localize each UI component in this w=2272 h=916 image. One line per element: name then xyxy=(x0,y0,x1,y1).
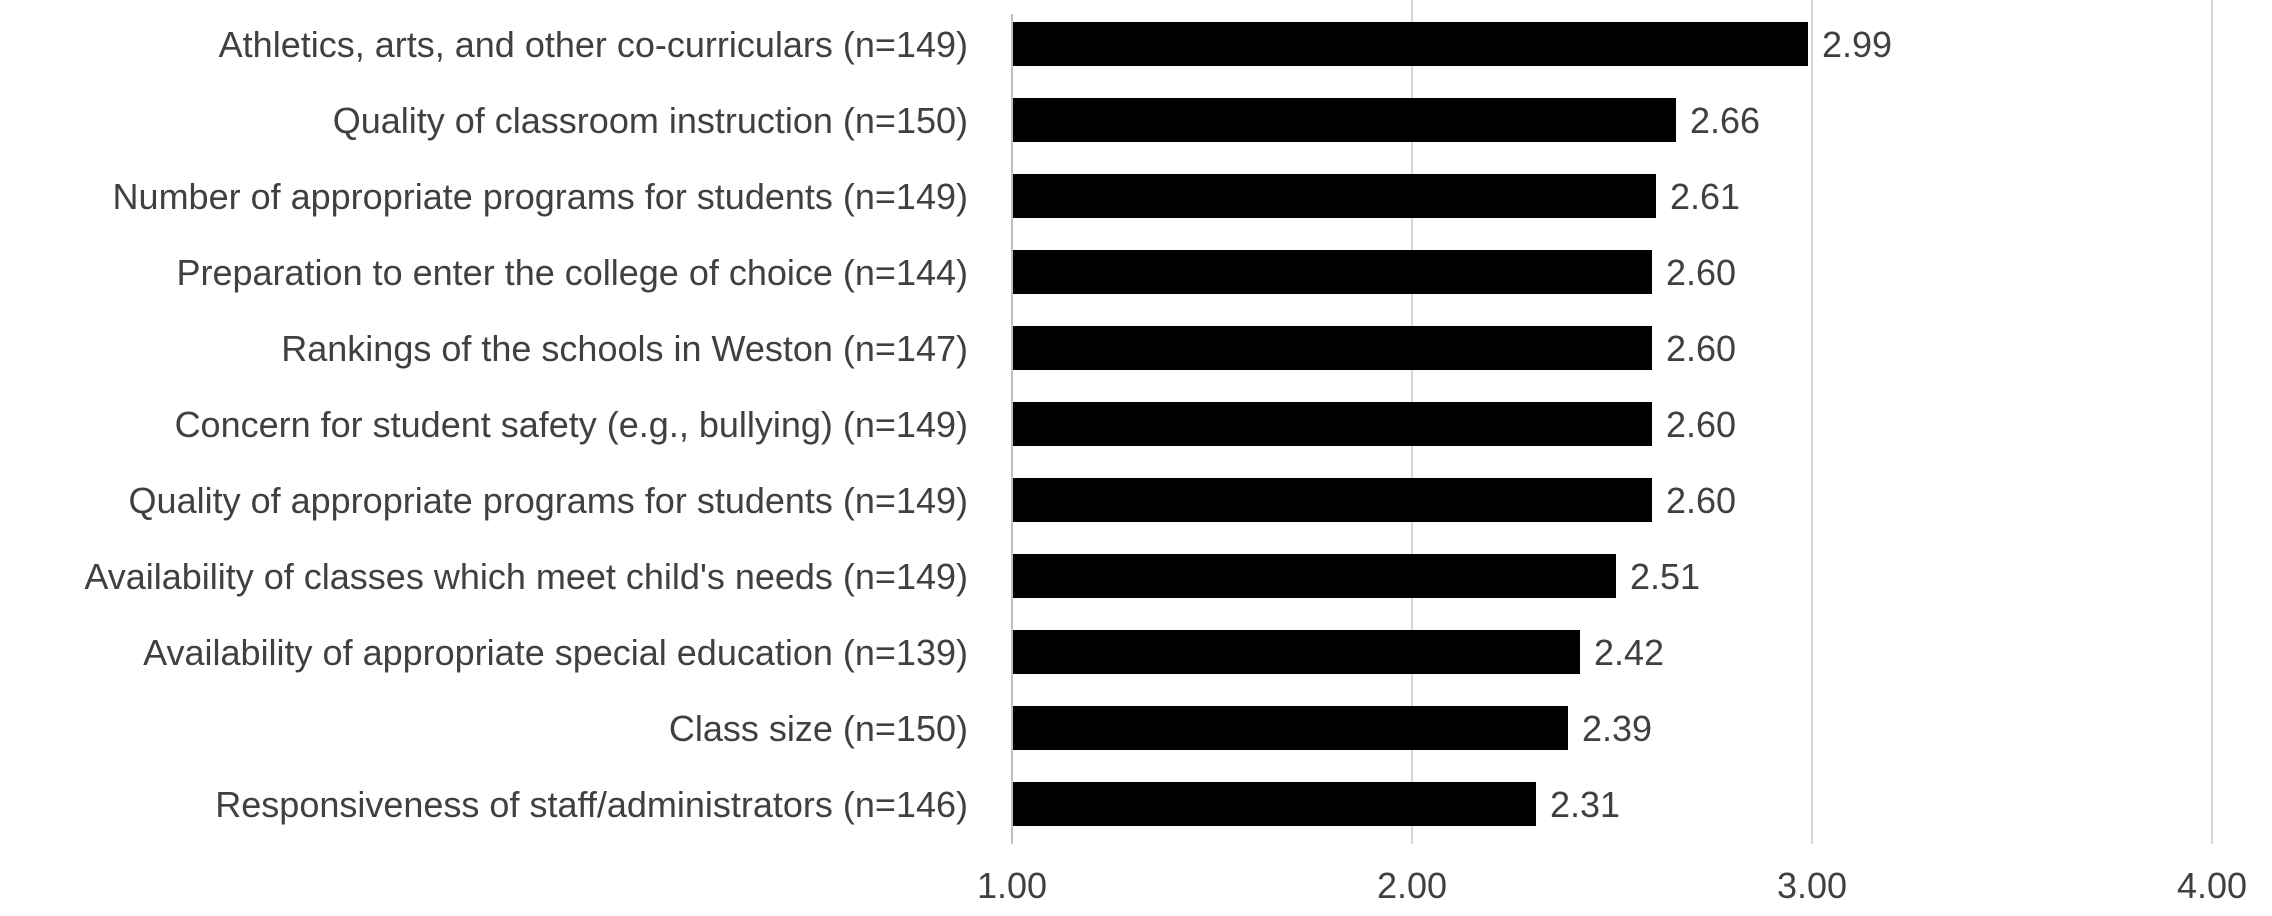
category-label: Quality of appropriate programs for stud… xyxy=(129,480,968,521)
bar-value-label: 2.51 xyxy=(1630,556,1700,597)
category-label: Availability of appropriate special educ… xyxy=(143,632,968,673)
category-label: Rankings of the schools in Weston (n=147… xyxy=(281,328,968,369)
category-label: Class size (n=150) xyxy=(669,708,968,749)
bar xyxy=(1012,402,1652,446)
bar-value-label: 2.61 xyxy=(1670,176,1740,217)
bars xyxy=(1012,22,1808,826)
category-label: Quality of classroom instruction (n=150) xyxy=(333,100,968,141)
bar xyxy=(1012,782,1536,826)
category-label: Availability of classes which meet child… xyxy=(84,556,968,597)
bar-value-label: 2.60 xyxy=(1666,252,1736,293)
bar xyxy=(1012,706,1568,750)
bar-value-label: 2.39 xyxy=(1582,708,1652,749)
bar xyxy=(1012,174,1656,218)
x-tick-label: 1.00 xyxy=(977,865,1047,906)
bar-value-label: 2.60 xyxy=(1666,480,1736,521)
bar xyxy=(1012,22,1808,66)
category-label: Responsiveness of staff/administrators (… xyxy=(215,784,968,825)
bar xyxy=(1012,326,1652,370)
bar-value-label: 2.42 xyxy=(1594,632,1664,673)
bar xyxy=(1012,630,1580,674)
bar-value-label: 2.99 xyxy=(1822,24,1892,65)
category-label: Number of appropriate programs for stude… xyxy=(113,176,968,217)
bar xyxy=(1012,98,1676,142)
category-label: Preparation to enter the college of choi… xyxy=(176,252,968,293)
x-tick-label: 4.00 xyxy=(2177,865,2247,906)
x-tick-label: 3.00 xyxy=(1777,865,1847,906)
category-label: Concern for student safety (e.g., bullyi… xyxy=(175,404,968,445)
bar-value-label: 2.66 xyxy=(1690,100,1760,141)
bar xyxy=(1012,478,1652,522)
category-label: Athletics, arts, and other co-curricular… xyxy=(219,24,968,65)
bar-value-label: 2.31 xyxy=(1550,784,1620,825)
bar-value-label: 2.60 xyxy=(1666,328,1736,369)
x-tick-label: 2.00 xyxy=(1377,865,1447,906)
labels: 1.00 2.00 3.00 4.00 2.99 Athletics, arts, and… xyxy=(84,24,2247,906)
bar xyxy=(1012,250,1652,294)
bar-value-label: 2.60 xyxy=(1666,404,1736,445)
bar xyxy=(1012,554,1616,598)
